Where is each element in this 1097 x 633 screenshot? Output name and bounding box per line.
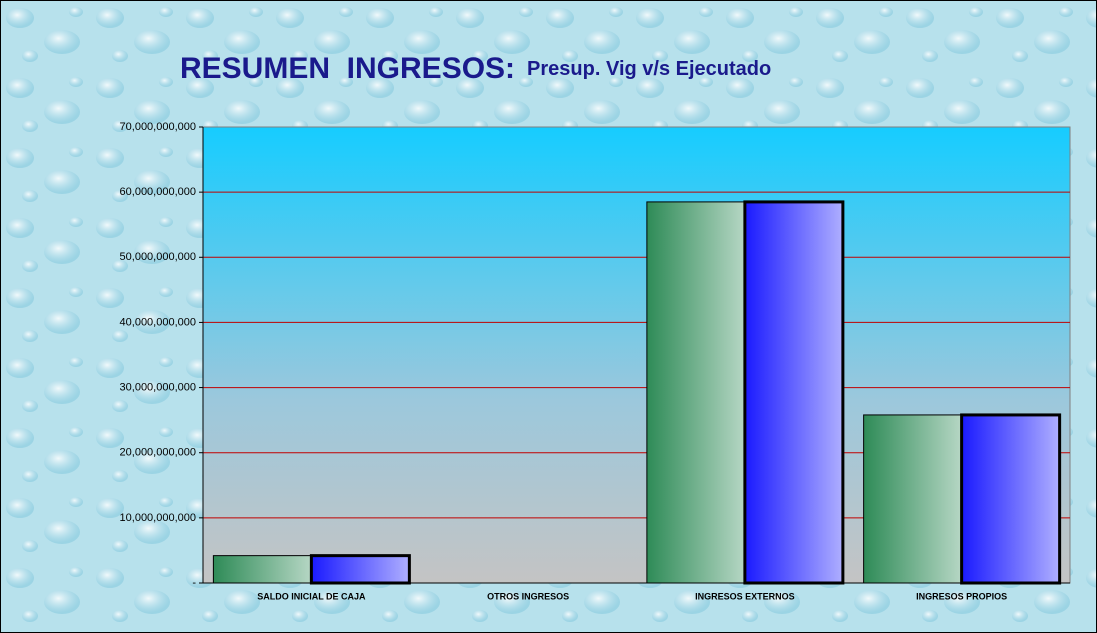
bar <box>309 554 411 585</box>
bar <box>960 413 1062 585</box>
y-tick-label: 50,000,000,000 <box>120 251 196 263</box>
chart-title: RESUMEN INGRESOS: Presup. Vig v/s Ejecuta… <box>180 52 771 85</box>
bar <box>743 200 845 585</box>
y-tick-label: - <box>192 577 196 589</box>
y-tick-label: 70,000,000,000 <box>120 121 196 133</box>
subtitle: Presup. Vig v/s Ejecutado <box>527 58 771 80</box>
bar <box>212 555 312 584</box>
y-tick-label: 30,000,000,000 <box>120 381 196 393</box>
y-tick-label: 10,000,000,000 <box>120 512 196 524</box>
bar <box>646 201 746 584</box>
x-tick-label: OTROS INGRESOS <box>487 591 569 601</box>
x-tick-label: SALDO INICIAL DE CAJA <box>257 591 366 601</box>
x-tick-label: INGRESOS EXTERNOS <box>695 591 795 601</box>
y-tick-label: 60,000,000,000 <box>120 186 196 198</box>
bar <box>863 414 963 584</box>
y-tick-label: 20,000,000,000 <box>120 447 196 459</box>
title: RESUMEN INGRESOS: <box>180 52 515 85</box>
x-tick-label: INGRESOS PROPIOS <box>916 591 1007 601</box>
y-tick-label: 40,000,000,000 <box>120 316 196 328</box>
